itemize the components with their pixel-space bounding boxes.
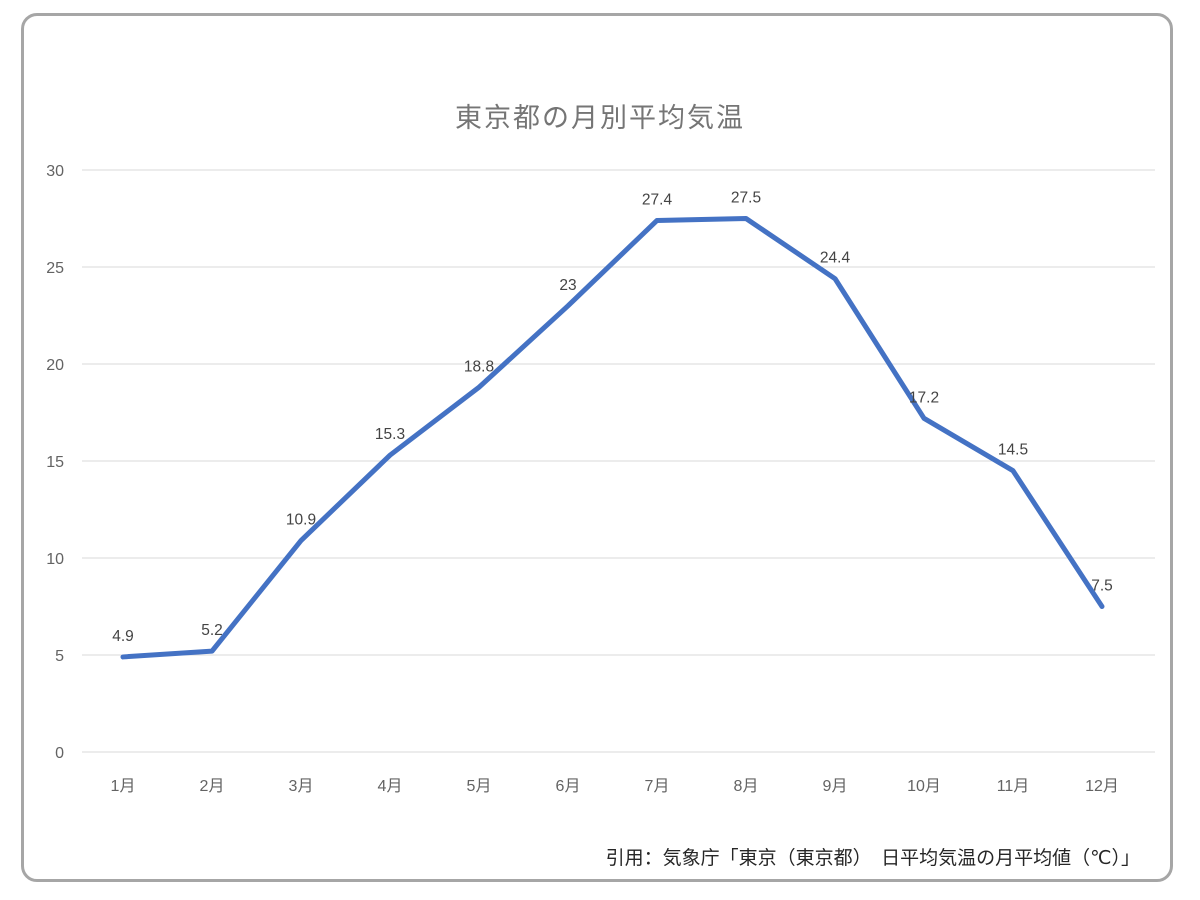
y-axis-tick-label: 5 bbox=[55, 648, 64, 665]
data-label: 24.4 bbox=[820, 250, 851, 267]
y-axis-tick-label: 0 bbox=[55, 745, 64, 762]
x-axis-tick-label: 12月 bbox=[1085, 778, 1119, 795]
data-label: 15.3 bbox=[375, 426, 405, 443]
y-axis-tick-label: 10 bbox=[46, 551, 64, 568]
data-label: 14.5 bbox=[998, 442, 1028, 459]
x-axis-tick-label: 9月 bbox=[823, 778, 848, 795]
data-label: 7.5 bbox=[1091, 578, 1113, 595]
y-axis-tick-label: 15 bbox=[46, 454, 64, 471]
data-label: 4.9 bbox=[112, 628, 134, 645]
citation-text: 引用：気象庁「東京（東京都） 日平均気温の月平均値（℃）」 bbox=[605, 848, 1140, 869]
x-axis-tick-label: 2月 bbox=[200, 778, 225, 795]
data-label: 23 bbox=[559, 277, 576, 294]
x-axis-tick-label: 11月 bbox=[997, 778, 1030, 795]
x-axis-tick-label: 10月 bbox=[907, 778, 941, 795]
x-axis-tick-label: 1月 bbox=[111, 778, 136, 795]
data-label: 10.9 bbox=[286, 512, 316, 529]
x-axis-tick-label: 8月 bbox=[734, 778, 759, 795]
chart-title: 東京都の月別平均気温 bbox=[455, 103, 745, 133]
y-axis-tick-label: 20 bbox=[46, 357, 64, 374]
x-axis-tick-label: 6月 bbox=[556, 778, 581, 795]
data-label: 5.2 bbox=[201, 622, 223, 639]
x-axis-tick-label: 5月 bbox=[467, 778, 492, 795]
data-label: 27.4 bbox=[642, 191, 673, 208]
y-axis-tick-label: 25 bbox=[46, 260, 64, 277]
y-axis-tick-label: 30 bbox=[46, 163, 64, 180]
x-axis-tick-label: 4月 bbox=[378, 778, 403, 795]
chart-frame bbox=[21, 13, 1173, 882]
x-axis-tick-label: 7月 bbox=[645, 778, 670, 795]
data-label: 17.2 bbox=[909, 389, 939, 406]
data-label: 18.8 bbox=[464, 358, 494, 375]
x-axis-tick-label: 3月 bbox=[289, 778, 314, 795]
data-label: 27.5 bbox=[731, 190, 761, 207]
temperature-line-series bbox=[120, 216, 1105, 660]
